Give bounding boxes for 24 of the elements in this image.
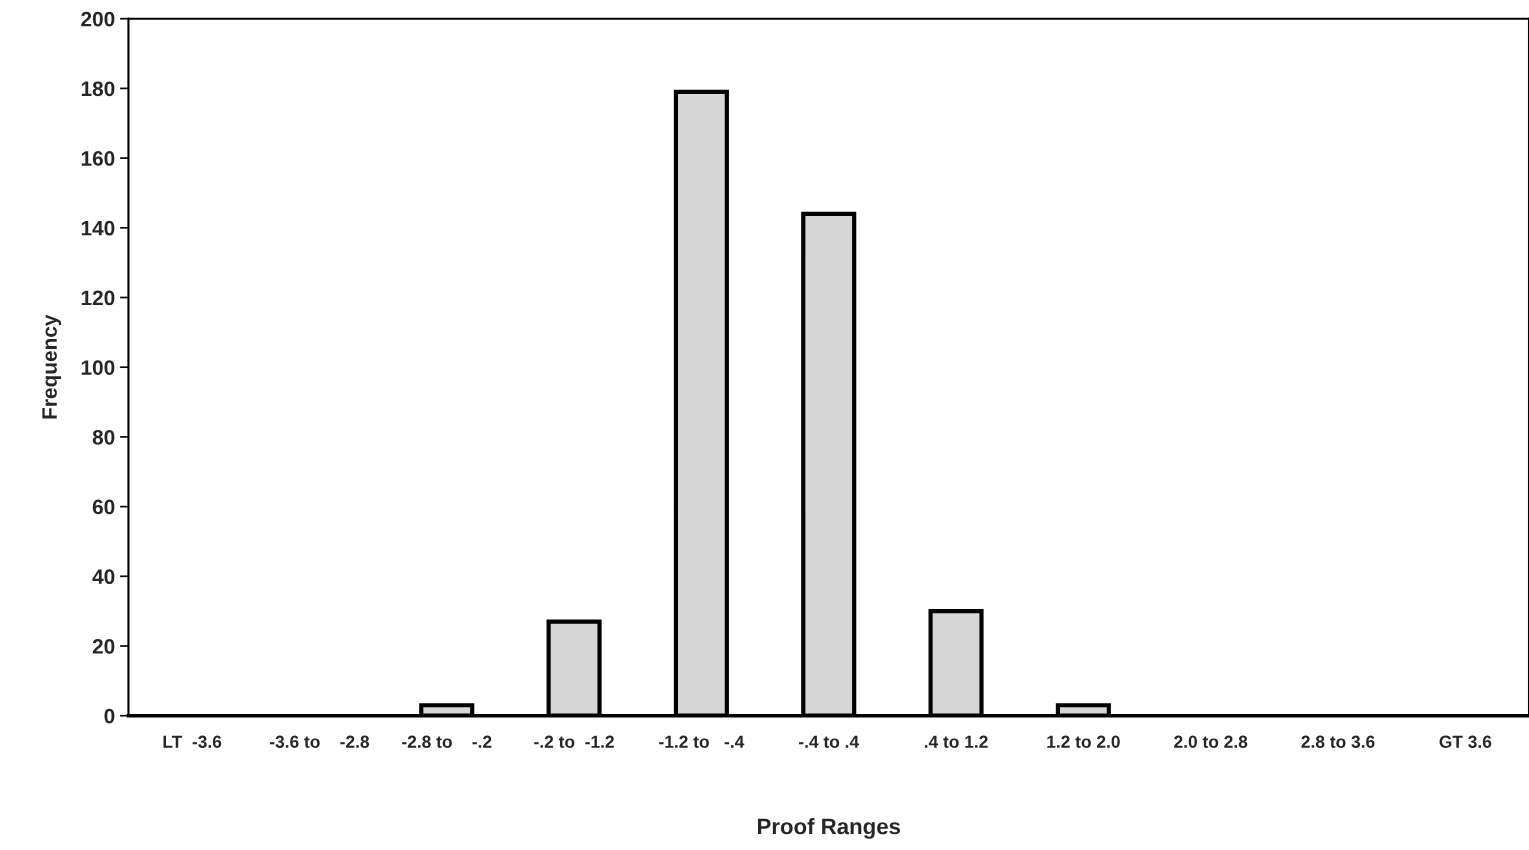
x-tick-label: -.2 to -1.2	[534, 735, 614, 748]
x-tick-label: 1.2 to 2.0	[1047, 735, 1120, 748]
x-tick-label: LT -3.6	[163, 735, 222, 748]
x-tick-label: -.4 to .4	[799, 735, 860, 748]
y-tick-label: 80	[92, 429, 115, 445]
y-tick-label: 0	[104, 708, 115, 724]
y-axis-title: Frequency	[42, 314, 62, 419]
y-tick-label: 200	[81, 11, 115, 27]
x-tick-label: .4 to 1.2	[924, 735, 988, 748]
y-tick-label: 120	[81, 290, 115, 306]
y-tick-label: 20	[92, 639, 115, 654]
y-tick-label: 60	[92, 499, 115, 515]
x-tick-label: 2.8 to 3.6	[1301, 735, 1375, 748]
y-tick-label: 40	[92, 569, 115, 585]
x-axis-title: Proof Ranges	[757, 817, 901, 839]
x-tick-label: -1.2 to -.4	[659, 735, 745, 748]
x-tick-label: -3.6 to -2.8	[269, 735, 370, 748]
y-tick-label: 180	[81, 81, 115, 97]
y-tick-label: 160	[81, 151, 115, 166]
y-tick-label: 100	[81, 360, 115, 375]
y-tick-label: 140	[81, 220, 115, 236]
x-tick-label: GT 3.6	[1439, 735, 1492, 748]
x-tick-label: 2.0 to 2.8	[1174, 735, 1248, 748]
x-tick-label: -2.8 to -.2	[402, 735, 492, 748]
